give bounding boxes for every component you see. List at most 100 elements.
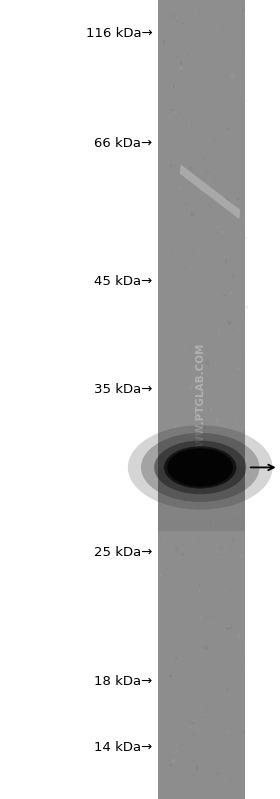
- Bar: [169, 114, 172, 118]
- Bar: [226, 707, 230, 710]
- Bar: [174, 425, 176, 428]
- Bar: [190, 725, 191, 729]
- Bar: [158, 559, 245, 599]
- Bar: [209, 721, 212, 723]
- Bar: [179, 208, 182, 210]
- Bar: [232, 539, 235, 542]
- Bar: [227, 128, 229, 129]
- Bar: [192, 465, 193, 466]
- Bar: [234, 594, 237, 596]
- Bar: [175, 777, 178, 779]
- Bar: [214, 140, 216, 141]
- Bar: [172, 457, 174, 461]
- Bar: [175, 547, 178, 551]
- Bar: [196, 696, 197, 698]
- Bar: [169, 741, 172, 742]
- Bar: [201, 709, 203, 710]
- Bar: [214, 796, 217, 797]
- Bar: [199, 583, 201, 586]
- Bar: [225, 445, 229, 448]
- Bar: [210, 408, 212, 411]
- Bar: [203, 157, 205, 160]
- Bar: [164, 125, 165, 126]
- Bar: [222, 428, 223, 431]
- Bar: [171, 62, 173, 63]
- Bar: [212, 765, 214, 767]
- Bar: [217, 225, 220, 229]
- Bar: [158, 759, 245, 799]
- Bar: [181, 22, 184, 25]
- Bar: [169, 133, 170, 135]
- Bar: [171, 391, 173, 393]
- Bar: [170, 164, 172, 167]
- Bar: [158, 599, 245, 639]
- Bar: [209, 177, 211, 181]
- Bar: [190, 753, 191, 755]
- Bar: [243, 430, 246, 432]
- Bar: [168, 301, 169, 304]
- Bar: [216, 32, 217, 35]
- Bar: [181, 539, 182, 542]
- Bar: [199, 378, 202, 381]
- Bar: [182, 553, 184, 555]
- Ellipse shape: [128, 425, 272, 510]
- Bar: [227, 490, 230, 493]
- Bar: [169, 64, 170, 66]
- Bar: [195, 287, 199, 289]
- Bar: [209, 521, 211, 522]
- Bar: [221, 342, 224, 346]
- Bar: [214, 245, 218, 248]
- Bar: [166, 664, 169, 666]
- Bar: [181, 578, 183, 580]
- Bar: [163, 40, 165, 43]
- Bar: [190, 656, 192, 658]
- Bar: [206, 361, 209, 365]
- Bar: [235, 369, 237, 371]
- Bar: [170, 275, 172, 276]
- Bar: [217, 772, 219, 775]
- Bar: [223, 325, 225, 327]
- Bar: [233, 40, 235, 41]
- Bar: [223, 778, 226, 781]
- Bar: [204, 717, 207, 718]
- Bar: [223, 141, 226, 143]
- Bar: [160, 476, 164, 479]
- Bar: [226, 47, 229, 49]
- Bar: [203, 449, 204, 453]
- Bar: [174, 112, 176, 114]
- Bar: [198, 271, 201, 272]
- Bar: [209, 403, 210, 405]
- Bar: [236, 197, 239, 200]
- Bar: [230, 292, 233, 294]
- Bar: [179, 215, 183, 216]
- Bar: [237, 9, 240, 12]
- Bar: [185, 202, 186, 205]
- Bar: [217, 745, 218, 746]
- Bar: [158, 519, 245, 559]
- Bar: [207, 170, 209, 173]
- Bar: [192, 733, 195, 735]
- Bar: [202, 406, 204, 407]
- Bar: [233, 663, 234, 665]
- Bar: [241, 667, 243, 668]
- Text: 35 kDa→: 35 kDa→: [94, 384, 153, 396]
- Bar: [183, 269, 185, 272]
- Bar: [179, 66, 183, 70]
- Bar: [224, 93, 225, 95]
- Bar: [222, 634, 225, 638]
- Bar: [220, 439, 222, 442]
- Bar: [210, 616, 212, 617]
- Bar: [235, 83, 238, 85]
- Bar: [190, 547, 191, 548]
- Bar: [167, 675, 169, 676]
- Bar: [175, 750, 179, 753]
- Bar: [158, 479, 245, 519]
- Bar: [178, 767, 181, 769]
- Bar: [191, 383, 194, 386]
- Bar: [162, 475, 164, 479]
- Bar: [203, 427, 206, 428]
- Bar: [218, 686, 219, 687]
- Bar: [231, 626, 232, 629]
- Bar: [244, 351, 247, 355]
- Bar: [215, 4, 218, 6]
